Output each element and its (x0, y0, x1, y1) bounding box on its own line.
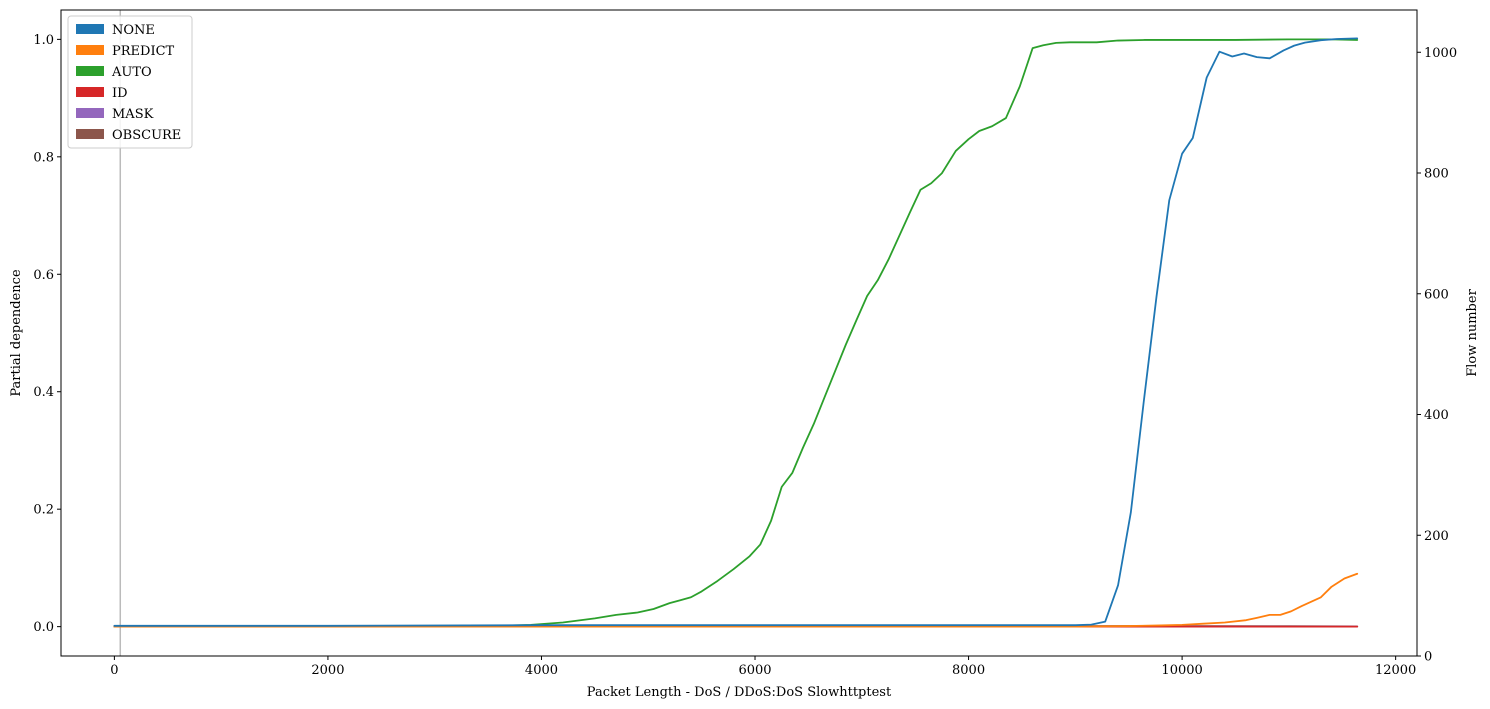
series-line-auto (113, 38, 1359, 628)
x-tick-label: 12000 (1375, 663, 1416, 678)
legend-swatch-predict (76, 45, 104, 55)
legend-label-auto: AUTO (111, 65, 152, 80)
legend-swatch-mask (76, 108, 104, 118)
y-tick-label: 0.0 (33, 620, 54, 635)
y-tick-label: 0.6 (33, 268, 54, 283)
legend-label-mask: MASK (112, 107, 154, 122)
plot-background (61, 10, 1417, 656)
x-tick-label: 6000 (738, 663, 771, 678)
x-axis-label: Packet Length - DoS / DDoS:DoS Slowhttpt… (587, 685, 892, 700)
legend-label-id: ID (112, 86, 128, 101)
x-tick-label: 0 (110, 663, 118, 678)
y2-tick-label: 1000 (1424, 46, 1457, 61)
series-line-predict (113, 572, 1359, 628)
legend-label-obscure: OBSCURE (112, 128, 181, 143)
legend: NONE PREDICT AUTO ID MASK OBSCURE (67, 15, 193, 149)
y-tick-label: 0.8 (33, 150, 54, 165)
legend-label-predict: PREDICT (112, 44, 175, 59)
y2-tick-label: 0 (1424, 650, 1432, 665)
legend-swatch-obscure (76, 129, 104, 139)
y-tick-label: 1.0 (33, 33, 54, 48)
x-axis: 0 2000 4000 6000 8000 10000 12000 (110, 656, 1416, 678)
y2-tick-label: 800 (1424, 167, 1449, 182)
legend-swatch-id (76, 87, 104, 97)
series-layer (113, 37, 1359, 628)
x-tick-label: 2000 (311, 663, 344, 678)
y-axis-label: Partial dependence (9, 269, 24, 397)
plot-frame (60, 9, 1418, 657)
x-tick-label: 4000 (525, 663, 558, 678)
x-tick-label: 10000 (1161, 663, 1202, 678)
y2-tick-label: 400 (1424, 408, 1449, 423)
y2-tick-label: 600 (1424, 287, 1449, 302)
legend-label-none: NONE (112, 23, 155, 38)
y-axis-left: 0.0 0.2 0.4 0.6 0.8 1.0 (33, 33, 61, 635)
legend-swatch-none (76, 24, 104, 34)
y-axis-right: 0 200 400 600 800 1000 (1417, 46, 1457, 665)
y-tick-label: 0.4 (33, 385, 54, 400)
y-tick-label: 0.2 (33, 503, 54, 518)
legend-swatch-auto (76, 66, 104, 76)
series-line-none (113, 37, 1359, 627)
y2-axis-label: Flow number (1465, 288, 1480, 376)
x-tick-label: 8000 (952, 663, 985, 678)
y2-tick-label: 200 (1424, 529, 1449, 544)
